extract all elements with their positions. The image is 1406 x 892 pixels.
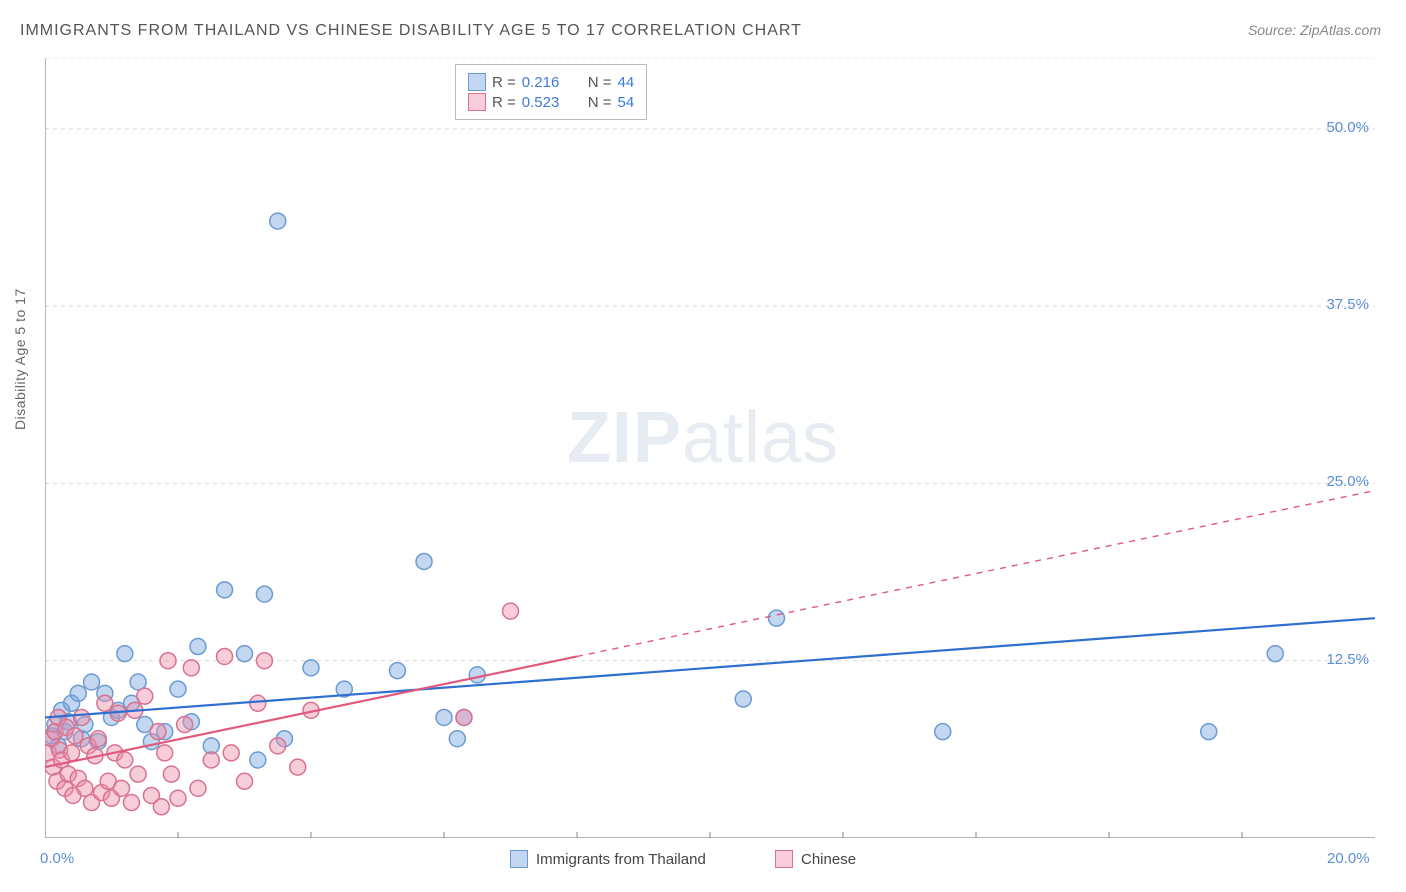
data-point xyxy=(416,553,432,569)
data-point xyxy=(67,728,83,744)
data-point xyxy=(74,709,90,725)
data-point xyxy=(389,663,405,679)
data-point xyxy=(137,688,153,704)
data-point xyxy=(170,790,186,806)
data-point xyxy=(237,646,253,662)
data-point xyxy=(250,695,266,711)
data-point xyxy=(256,653,272,669)
data-point xyxy=(190,780,206,796)
data-point xyxy=(256,586,272,602)
regression-line-extension xyxy=(577,491,1375,657)
data-point xyxy=(270,213,286,229)
legend-swatch xyxy=(775,850,793,868)
stats-row: R = 0.216 N = 44 xyxy=(468,73,634,91)
legend-swatch xyxy=(510,850,528,868)
chart-title: IMMIGRANTS FROM THAILAND VS CHINESE DISA… xyxy=(20,22,802,40)
y-tick-label: 12.5% xyxy=(1326,651,1369,668)
data-point xyxy=(250,752,266,768)
data-point xyxy=(190,639,206,655)
source-label: Source: ZipAtlas.com xyxy=(1248,22,1381,38)
data-point xyxy=(123,795,139,811)
data-point xyxy=(170,681,186,697)
y-tick-label: 25.0% xyxy=(1326,473,1369,490)
data-point xyxy=(153,799,169,815)
x-tick-label-min: 0.0% xyxy=(40,850,74,867)
data-point xyxy=(117,752,133,768)
bottom-legend-item: Chinese xyxy=(775,850,856,868)
data-point xyxy=(183,660,199,676)
data-point xyxy=(157,745,173,761)
data-point xyxy=(270,738,286,754)
data-point xyxy=(735,691,751,707)
data-point xyxy=(449,731,465,747)
y-tick-label: 37.5% xyxy=(1326,296,1369,313)
n-value: 44 xyxy=(618,74,635,91)
bottom-legend-item: Immigrants from Thailand xyxy=(510,850,706,868)
legend-swatch xyxy=(468,93,486,111)
data-point xyxy=(436,709,452,725)
data-point xyxy=(1201,724,1217,740)
data-point xyxy=(217,582,233,598)
data-point xyxy=(84,674,100,690)
data-point xyxy=(70,685,86,701)
data-point xyxy=(303,660,319,676)
r-value: 0.216 xyxy=(522,74,572,91)
n-label: N = xyxy=(588,74,612,91)
data-point xyxy=(163,766,179,782)
data-point xyxy=(97,695,113,711)
data-point xyxy=(150,724,166,740)
legend-label: Immigrants from Thailand xyxy=(536,851,706,868)
regression-line xyxy=(45,618,1375,717)
data-point xyxy=(769,610,785,626)
data-point xyxy=(160,653,176,669)
y-axis-label: Disability Age 5 to 17 xyxy=(12,288,28,430)
n-value: 54 xyxy=(618,94,635,111)
data-point xyxy=(113,780,129,796)
data-point xyxy=(117,646,133,662)
scatter-plot xyxy=(45,58,1375,838)
data-point xyxy=(456,709,472,725)
legend-label: Chinese xyxy=(801,851,856,868)
data-point xyxy=(503,603,519,619)
data-point xyxy=(203,752,219,768)
data-point xyxy=(217,648,233,664)
stats-row: R = 0.523 N = 54 xyxy=(468,93,634,111)
r-value: 0.523 xyxy=(522,94,572,111)
data-point xyxy=(290,759,306,775)
legend-swatch xyxy=(468,73,486,91)
data-point xyxy=(223,745,239,761)
data-point xyxy=(177,717,193,733)
data-point xyxy=(935,724,951,740)
n-label: N = xyxy=(588,94,612,111)
data-point xyxy=(64,745,80,761)
r-label: R = xyxy=(492,94,516,111)
y-tick-label: 50.0% xyxy=(1326,119,1369,136)
stats-legend-box: R = 0.216 N = 44 R = 0.523 N = 54 xyxy=(455,64,647,120)
data-point xyxy=(1267,646,1283,662)
data-point xyxy=(90,731,106,747)
data-point xyxy=(469,667,485,683)
x-tick-label-max: 20.0% xyxy=(1327,850,1370,867)
data-point xyxy=(130,766,146,782)
data-point xyxy=(237,773,253,789)
r-label: R = xyxy=(492,74,516,91)
